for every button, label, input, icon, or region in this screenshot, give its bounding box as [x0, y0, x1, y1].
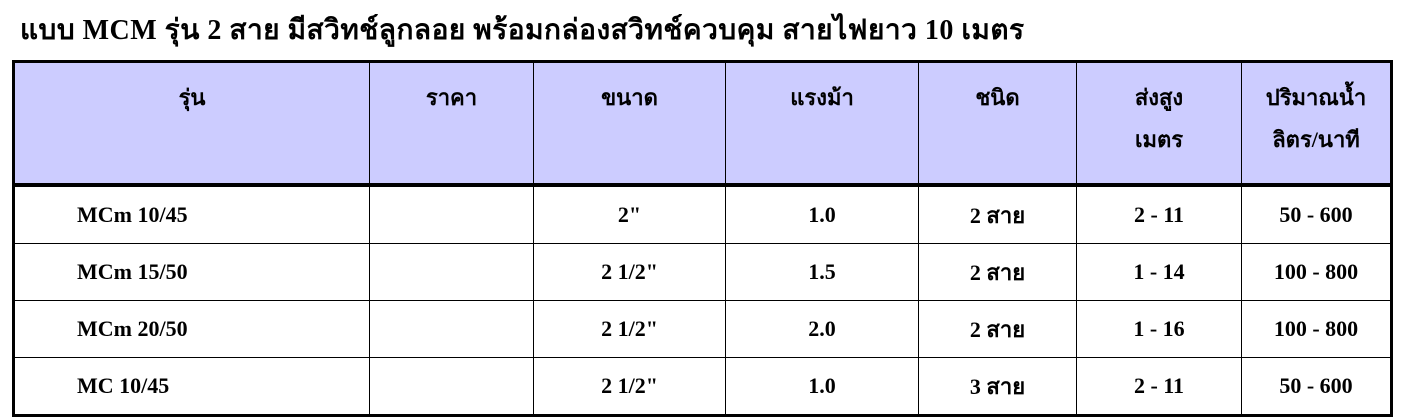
table-row: MCm 15/50 2 1/2" 1.5 2 สาย 1 - 14 100 - 800 — [13, 243, 1392, 301]
cell-type: 2 สาย — [918, 184, 1077, 244]
cell-size: 2 1/2" — [533, 357, 726, 416]
cell-flow: 50 - 600 — [1241, 357, 1392, 416]
header-line1: ส่งสูง — [1134, 85, 1184, 110]
cell-flow: 100 - 800 — [1241, 243, 1392, 301]
column-header-horsepower: แรงม้า — [725, 61, 919, 186]
cell-head: 2 - 11 — [1076, 357, 1242, 416]
cell-price — [369, 357, 534, 416]
header-line2: เมตร — [1134, 127, 1184, 152]
cell-head: 1 - 16 — [1076, 300, 1242, 358]
cell-type: 2 สาย — [918, 243, 1077, 301]
table-row: MCm 10/45 2" 1.0 2 สาย 2 - 11 50 - 600 — [13, 184, 1392, 244]
header-line2: ลิตร/นาที — [1272, 127, 1360, 152]
header-line1: ขนาด — [601, 85, 658, 110]
cell-size: 2 1/2" — [533, 300, 726, 358]
cell-flow: 100 - 800 — [1241, 300, 1392, 358]
cell-price — [369, 300, 534, 358]
cell-head: 2 - 11 — [1076, 184, 1242, 244]
header-line1: ชนิด — [975, 85, 1020, 110]
column-header-size: ขนาด — [533, 61, 726, 186]
cell-model: MCm 15/50 — [13, 243, 370, 301]
cell-horsepower: 2.0 — [725, 300, 919, 358]
column-header-flow: ปริมาณน้ำลิตร/นาที — [1241, 61, 1392, 186]
cell-model: MCm 10/45 — [13, 184, 370, 244]
cell-model: MCm 20/50 — [13, 300, 370, 358]
header-line1: ปริมาณน้ำ — [1265, 85, 1367, 110]
cell-price — [369, 184, 534, 244]
cell-horsepower: 1.5 — [725, 243, 919, 301]
cell-size: 2 1/2" — [533, 243, 726, 301]
header-line1: แรงม้า — [790, 85, 854, 110]
cell-type: 2 สาย — [918, 300, 1077, 358]
column-header-head: ส่งสูงเมตร — [1076, 61, 1242, 186]
table-row: MC 10/45 2 1/2" 1.0 3 สาย 2 - 11 50 - 600 — [13, 357, 1392, 416]
cell-type: 3 สาย — [918, 357, 1077, 416]
page-title: แบบ MCM รุ่น 2 สาย มีสวิทช์ลูกลอย พร้อมก… — [20, 15, 1025, 46]
cell-model: MC 10/45 — [13, 357, 370, 416]
cell-size: 2" — [533, 184, 726, 244]
product-table: รุ่น ราคา ขนาด แรงม้า ชนิด ส่งสูง เมตร ปริมาณน้… — [12, 60, 1393, 417]
table-row: MCm 20/50 2 1/2" 2.0 2 สาย 1 - 16 100 - 800 — [13, 300, 1392, 358]
cell-horsepower: 1.0 — [725, 357, 919, 416]
cell-flow: 50 - 600 — [1241, 184, 1392, 244]
header-row: รุ่น ราคา ขนาด แรงม้า ชนิด ส่งสูง เมตร ปริมาณน้… — [13, 61, 1392, 186]
cell-price — [369, 243, 534, 301]
header-line1: ราคา — [425, 85, 478, 110]
column-header-model: รุ่น — [13, 61, 370, 186]
header-line1: รุ่น — [178, 85, 206, 110]
column-header-type: ชนิด — [918, 61, 1077, 186]
cell-head: 1 - 14 — [1076, 243, 1242, 301]
column-header-price: ราคา — [369, 61, 534, 186]
cell-horsepower: 1.0 — [725, 184, 919, 244]
